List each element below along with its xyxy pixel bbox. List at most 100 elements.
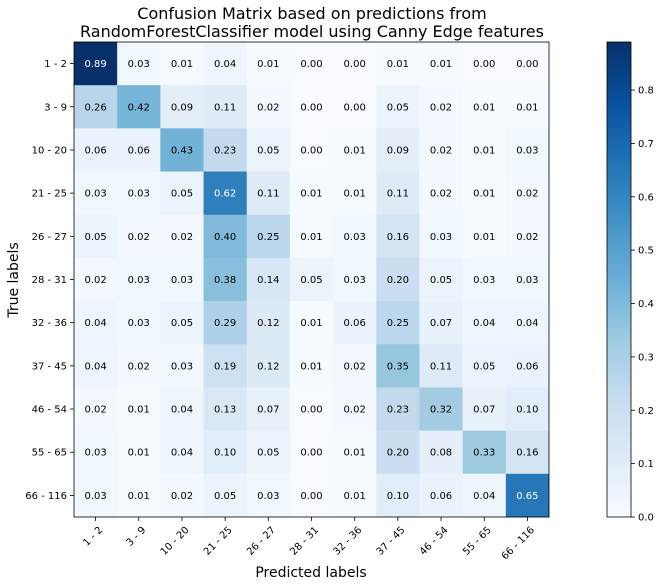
heatmap-cell	[419, 214, 463, 259]
heatmap-cell	[160, 214, 204, 259]
cell-value-label: 0.06	[128, 145, 150, 156]
heatmap-cell	[160, 301, 204, 345]
cell-value-label: 0.03	[430, 232, 452, 243]
heatmap-cell	[246, 214, 291, 259]
cell-value-label: 0.02	[257, 102, 279, 113]
heatmap-cell	[160, 430, 204, 475]
cell-value-label: 0.04	[473, 491, 495, 502]
cell-value-label: 0.65	[516, 491, 538, 502]
y-tick-label: 3 - 9	[44, 102, 67, 113]
heatmap-cell	[419, 301, 463, 345]
cell-value-label: 0.11	[214, 102, 236, 113]
cell-value-label: 0.01	[128, 448, 150, 459]
cell-value-label: 0.06	[344, 318, 366, 329]
heatmap-cell	[160, 128, 204, 172]
cell-value-label: 0.04	[84, 318, 106, 329]
heatmap-cell	[117, 387, 161, 431]
heatmap-cell	[289, 85, 334, 129]
x-tick-label: 32 - 36	[332, 525, 365, 558]
y-tick-label: 46 - 54	[32, 405, 67, 416]
cell-value-label: 0.03	[84, 448, 106, 459]
cell-value-label: 0.01	[344, 491, 366, 502]
cell-value-label: 0.02	[171, 232, 193, 243]
cell-value-label: 0.13	[214, 405, 236, 416]
cell-value-label: 0.00	[516, 59, 538, 70]
heatmap-cell	[117, 344, 161, 388]
cell-value-label: 0.04	[84, 361, 106, 372]
cell-value-label: 0.02	[344, 405, 366, 416]
cell-value-label: 0.01	[344, 189, 366, 200]
cell-value-label: 0.03	[257, 491, 279, 502]
cell-value-label: 0.19	[214, 361, 236, 372]
cell-value-label: 0.08	[430, 448, 452, 459]
heatmap-cell	[117, 301, 161, 345]
heatmap-cell	[376, 473, 420, 518]
heatmap-cell	[74, 85, 118, 129]
cell-value-label: 0.02	[430, 189, 452, 200]
cell-value-label: 0.05	[430, 275, 452, 286]
y-tick-label: 32 - 36	[32, 318, 67, 329]
x-tick-label: 3 - 9	[125, 525, 149, 549]
heatmap-cell	[246, 42, 291, 86]
cell-value-label: 0.12	[257, 361, 279, 372]
cell-value-label: 0.03	[473, 275, 495, 286]
cell-value-label: 0.00	[300, 448, 322, 459]
heatmap-cell	[376, 387, 420, 431]
heatmap-cell	[333, 387, 377, 431]
cell-value-label: 0.01	[473, 232, 495, 243]
cell-value-label: 0.42	[128, 102, 150, 113]
cell-value-label: 0.38	[214, 275, 236, 286]
cell-value-label: 0.00	[300, 491, 322, 502]
cell-value-label: 0.06	[516, 361, 538, 372]
cell-value-label: 0.10	[516, 405, 538, 416]
heatmap-cell	[289, 301, 334, 345]
heatmap-cell	[203, 301, 248, 345]
cell-value-label: 0.29	[214, 318, 236, 329]
chart-title-line-1: Confusion Matrix based on predictions fr…	[137, 4, 486, 23]
heatmap-cell	[74, 171, 118, 216]
heatmap-cell	[117, 128, 161, 172]
heatmap-cell	[376, 42, 420, 86]
heatmap-cell	[203, 344, 248, 388]
heatmap-cell	[246, 85, 291, 129]
cell-value-label: 0.05	[300, 275, 322, 286]
cell-value-label: 0.03	[128, 318, 150, 329]
heatmap-cell	[505, 128, 550, 172]
colorbar-tick-label: 0.8	[638, 86, 654, 97]
y-tick-label: 28 - 31	[32, 275, 67, 286]
cell-value-label: 0.04	[516, 318, 538, 329]
heatmap-cell	[74, 430, 118, 475]
cell-value-label: 0.25	[257, 232, 279, 243]
heatmap-cell	[203, 473, 248, 518]
heatmap-cell	[419, 42, 463, 86]
cell-value-label: 0.05	[257, 145, 279, 156]
cell-value-label: 0.04	[473, 318, 495, 329]
cell-value-label: 0.16	[387, 232, 409, 243]
heatmap-cell	[289, 214, 334, 259]
cell-value-label: 0.01	[300, 189, 322, 200]
heatmap-cell	[333, 42, 377, 86]
cell-value-label: 0.00	[300, 145, 322, 156]
heatmap-cell	[203, 42, 248, 86]
heatmap-cell	[333, 473, 377, 518]
heatmap-cell	[505, 344, 550, 388]
heatmap-cell	[419, 171, 463, 216]
heatmap-cell	[74, 257, 118, 302]
cell-value-label: 0.03	[84, 491, 106, 502]
heatmap-cell	[419, 344, 463, 388]
heatmap-cell	[74, 344, 118, 388]
cell-value-label: 0.03	[128, 189, 150, 200]
heatmap-cell	[74, 42, 118, 86]
heatmap-cell	[246, 387, 291, 431]
cell-value-label: 0.02	[516, 232, 538, 243]
heatmap-cell	[419, 85, 463, 129]
heatmap-cell	[160, 387, 204, 431]
colorbar	[606, 41, 632, 518]
heatmap-cells	[74, 42, 550, 518]
heatmap-cell	[505, 257, 550, 302]
heatmap-cell	[333, 301, 377, 345]
colorbar-tick-label: 0.2	[638, 406, 654, 417]
cell-value-label: 0.32	[430, 405, 452, 416]
cell-value-label: 0.04	[171, 448, 193, 459]
cell-value-label: 0.20	[387, 448, 409, 459]
